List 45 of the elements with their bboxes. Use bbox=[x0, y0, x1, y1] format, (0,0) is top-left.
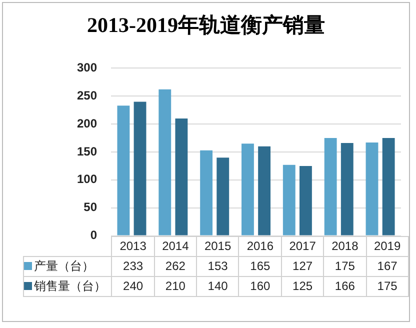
data-label: 127 bbox=[281, 256, 324, 276]
y-tick-label: 50 bbox=[84, 200, 98, 214]
bar bbox=[242, 144, 254, 236]
y-tick-label: 250 bbox=[76, 88, 98, 102]
x-tick-label: 2013 bbox=[112, 236, 154, 256]
bar bbox=[200, 150, 213, 236]
data-label: 160 bbox=[238, 276, 282, 296]
bar bbox=[382, 138, 395, 236]
y-tick-label: 150 bbox=[76, 144, 98, 158]
x-tick-label: 2014 bbox=[154, 236, 197, 256]
data-label: 166 bbox=[324, 276, 366, 296]
bar bbox=[175, 118, 188, 236]
data-label: 262 bbox=[154, 256, 197, 276]
data-label: 167 bbox=[366, 256, 408, 276]
chart-title: 2013-2019年轨道衡产销量 bbox=[86, 12, 326, 39]
bar bbox=[324, 138, 337, 236]
data-label: 233 bbox=[112, 256, 154, 276]
y-tick-label: 0 bbox=[90, 228, 98, 242]
data-label: 210 bbox=[154, 276, 197, 296]
bar bbox=[340, 143, 354, 236]
data-label: 125 bbox=[281, 276, 324, 296]
bar bbox=[282, 164, 296, 236]
data-label: 140 bbox=[196, 276, 239, 296]
x-tick-label: 2016 bbox=[238, 236, 282, 256]
bar bbox=[134, 102, 146, 236]
x-tick-label: 2019 bbox=[366, 236, 408, 256]
data-label: 175 bbox=[366, 276, 408, 296]
data-label: 175 bbox=[324, 256, 366, 276]
bar bbox=[366, 142, 378, 236]
y-tick-label: 100 bbox=[76, 172, 98, 186]
x-tick-label: 2017 bbox=[281, 236, 324, 256]
legend-label: 产量（台） bbox=[24, 256, 112, 276]
data-label: 240 bbox=[112, 276, 154, 296]
bar bbox=[158, 89, 172, 236]
legend-label: 销售量（台） bbox=[24, 276, 112, 296]
bar bbox=[300, 166, 312, 236]
data-label: 153 bbox=[196, 256, 239, 276]
y-tick-label: 300 bbox=[76, 60, 98, 75]
bar bbox=[117, 106, 130, 236]
y-tick-label: 200 bbox=[76, 116, 98, 130]
x-tick-label: 2015 bbox=[196, 236, 239, 256]
bar bbox=[258, 146, 271, 236]
bar bbox=[216, 158, 230, 236]
x-tick-label: 2018 bbox=[324, 236, 366, 256]
data-label: 165 bbox=[238, 256, 282, 276]
